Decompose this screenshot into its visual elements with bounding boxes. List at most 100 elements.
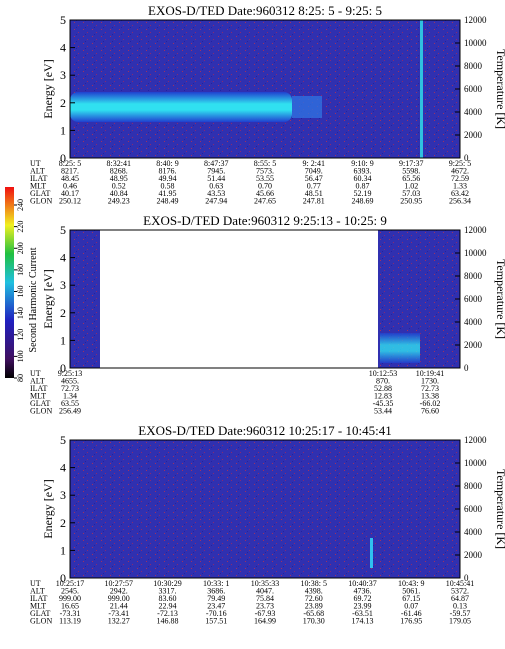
ephemeris-value: 0.87	[356, 182, 370, 191]
ephemeris-value: 8:47:37	[204, 159, 228, 168]
colorbar-tick-label: 100	[16, 350, 25, 362]
ephemeris-value: 250.95	[400, 197, 422, 206]
colorbar-tick-label: 180	[16, 264, 25, 276]
ephemeris-label: ILAT	[30, 594, 47, 603]
ephemeris-value: -73.41	[108, 609, 129, 618]
ephemeris-value: 8176.	[159, 167, 177, 176]
ephemeris-value: 23.99	[354, 602, 372, 611]
ephemeris-value: 0.46	[63, 182, 77, 191]
figure: EXOS-D/TED Date:960312 8:25: 5 - 9:25: 5…	[5, 3, 505, 626]
ephemeris-value: 179.05	[449, 617, 471, 626]
y-tick-label: 1	[60, 543, 66, 557]
ephemeris-value: 256.34	[449, 197, 471, 206]
ephemeris-value: 132.27	[108, 617, 130, 626]
spectrogram-band	[380, 333, 420, 363]
ephemeris-value: -59.57	[450, 609, 471, 618]
ephemeris-label: ALT	[30, 167, 45, 176]
colorbar-tick-label: 80	[16, 374, 25, 382]
y-tick-label: 2	[60, 96, 66, 110]
y-tick-label: 4	[60, 461, 66, 475]
ephemeris-value: 8:32:41	[107, 159, 131, 168]
y2-tick-label: 6000	[464, 294, 483, 304]
ephemeris-value: 999.00	[108, 594, 130, 603]
ephemeris-value: 9: 2:41	[303, 159, 325, 168]
y2-tick-label: 8000	[464, 481, 483, 491]
ephemeris-value: 10:40:37	[348, 579, 376, 588]
ephemeris-value: -66.02	[420, 399, 441, 408]
ephemeris-value: 64.87	[451, 594, 469, 603]
y-tick-label: 4	[60, 251, 66, 265]
y2-tick-label: 10000	[464, 38, 487, 48]
ephemeris-label: ALT	[30, 587, 45, 596]
ephemeris-value: 7049.	[305, 167, 323, 176]
ephemeris-value: 0.63	[209, 182, 223, 191]
y-tick-label: 5	[60, 433, 66, 447]
colorbar-tick-label: 160	[16, 286, 25, 298]
ephemeris-value: 4672.	[451, 167, 469, 176]
ephemeris-value: -65.68	[303, 609, 324, 618]
ephemeris-value: 157.51	[205, 617, 227, 626]
ephemeris-value: 3686.	[207, 587, 225, 596]
y-tick-label: 1	[60, 333, 66, 347]
ephemeris-value: 51.44	[207, 174, 225, 183]
ephemeris-value: 72.59	[451, 174, 469, 183]
spectrogram-band	[70, 92, 292, 122]
y2-tick-label: 6000	[464, 504, 483, 514]
ephemeris-value: 56.47	[305, 174, 323, 183]
y2-tick-label: 10000	[464, 458, 487, 468]
ephemeris-value: 21.44	[110, 602, 128, 611]
ephemeris-value: -72.13	[157, 609, 178, 618]
ephemeris-value: 52.88	[374, 384, 392, 393]
ephemeris-value: 7573.	[256, 167, 274, 176]
ephemeris-value: 45.66	[256, 189, 274, 198]
y2-tick-label: 4000	[464, 527, 483, 537]
ephemeris-value: 10:35:33	[251, 579, 279, 588]
ephemeris-label: MLT	[30, 392, 46, 401]
spectrogram	[70, 230, 100, 368]
ephemeris-value: 174.13	[352, 617, 374, 626]
ephemeris-value: 247.94	[205, 197, 227, 206]
colorbar-tick-label: 120	[16, 329, 25, 341]
ephemeris-value: 10:43: 9	[398, 579, 424, 588]
ephemeris-value: 0.58	[161, 182, 175, 191]
ephemeris-value: 23.89	[305, 602, 323, 611]
y2-tick-label: 8000	[464, 61, 483, 71]
ephemeris-label: GLON	[30, 617, 52, 626]
ephemeris-value: 63.55	[61, 399, 79, 408]
ephemeris-value: -67.93	[255, 609, 276, 618]
ephemeris-value: -70.16	[206, 609, 227, 618]
ephemeris-value: 16.65	[61, 602, 79, 611]
ephemeris-value: 10:27:57	[105, 579, 133, 588]
ephemeris-value: 10:33: 1	[203, 579, 229, 588]
ephemeris-value: 4655.	[61, 377, 79, 386]
spectrogram-line	[370, 538, 373, 568]
ephemeris-value: 48.45	[61, 174, 79, 183]
ephemeris-value: 7945.	[207, 167, 225, 176]
ephemeris-value: 2545.	[61, 587, 79, 596]
ephemeris-value: 6393.	[354, 167, 372, 176]
ephemeris-value: 75.84	[256, 594, 274, 603]
y2-tick-label: 0	[464, 153, 469, 163]
ephemeris-value: 53.44	[374, 407, 392, 416]
ephemeris-label: GLON	[30, 407, 52, 416]
y2-tick-label: 0	[464, 573, 469, 583]
spectrogram-band	[292, 96, 322, 118]
ephemeris-value: 5598.	[402, 167, 420, 176]
ephemeris-value: 256.49	[59, 407, 81, 416]
ephemeris-value: 57.03	[402, 189, 420, 198]
y-axis-label: Energy [eV]	[41, 479, 55, 538]
spectrogram	[70, 440, 460, 578]
y-tick-label: 3	[60, 278, 66, 292]
ephemeris-value: 13.38	[421, 392, 439, 401]
ephemeris-value: 4047.	[256, 587, 274, 596]
ephemeris-value: 1.33	[453, 182, 467, 191]
colorbar-label: Second Harmonic Current	[28, 247, 39, 352]
ephemeris-value: 83.60	[159, 594, 177, 603]
ephemeris-value: 4736.	[354, 587, 372, 596]
y-tick-label: 1	[60, 123, 66, 137]
y2-tick-label: 4000	[464, 107, 483, 117]
ephemeris-value: 170.30	[303, 617, 325, 626]
ephemeris-value: 249.23	[108, 197, 130, 206]
ephemeris-value: 72.73	[421, 384, 439, 393]
